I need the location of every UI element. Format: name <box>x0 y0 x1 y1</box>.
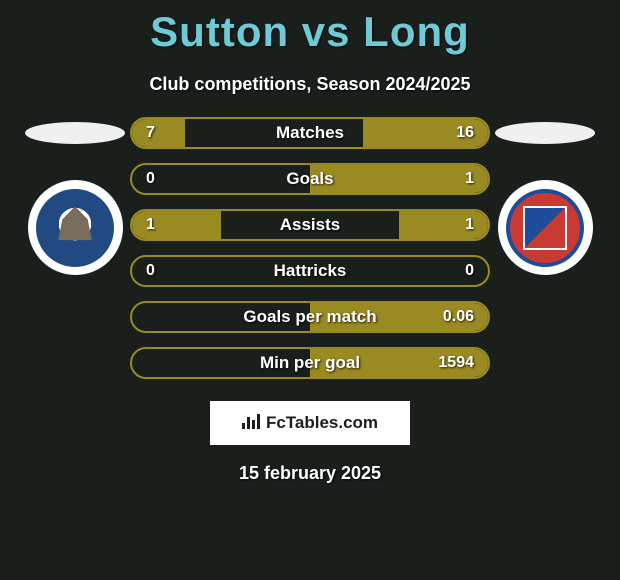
stat-label: Goals <box>132 165 488 193</box>
left-player-photo <box>25 122 125 144</box>
stat-label: Assists <box>132 211 488 239</box>
right-player-photo <box>495 122 595 144</box>
stat-label: Hattricks <box>132 257 488 285</box>
stat-bar: 00Hattricks <box>130 255 490 287</box>
stat-bar: 01Goals <box>130 163 490 195</box>
bar-chart-icon <box>242 413 260 434</box>
comparison-layout: 716Matches 01Goals 11Assists 00Hattricks 0.0… <box>0 117 620 379</box>
stat-label: Min per goal <box>132 349 488 377</box>
stat-bar: 1594Min per goal <box>130 347 490 379</box>
stat-bar: 716Matches <box>130 117 490 149</box>
right-player-column <box>490 117 600 275</box>
stat-label: Goals per match <box>132 303 488 331</box>
comparison-subtitle: Club competitions, Season 2024/2025 <box>0 74 620 95</box>
oldham-badge-icon <box>36 189 114 267</box>
stat-bar: 11Assists <box>130 209 490 241</box>
left-player-column <box>20 117 130 275</box>
stat-bar: 0.06Goals per match <box>130 301 490 333</box>
site-label: FcTables.com <box>266 413 378 433</box>
site-attribution: FcTables.com <box>210 401 410 445</box>
fylde-badge-icon <box>506 189 584 267</box>
left-team-badge <box>28 180 123 275</box>
comparison-title: Sutton vs Long <box>0 0 620 56</box>
right-team-badge <box>498 180 593 275</box>
comparison-date: 15 february 2025 <box>0 463 620 484</box>
stat-label: Matches <box>132 119 488 147</box>
stat-bars: 716Matches 01Goals 11Assists 00Hattricks 0.0… <box>130 117 490 379</box>
